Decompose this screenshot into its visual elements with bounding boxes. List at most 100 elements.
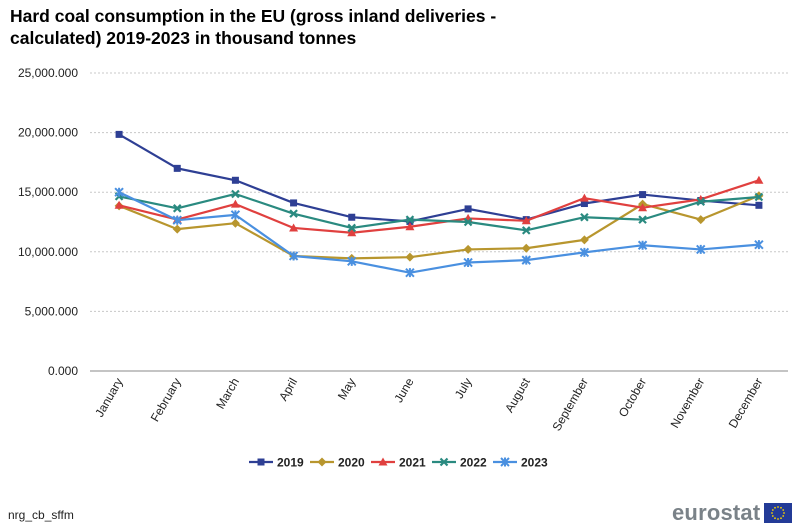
source-code: nrg_cb_sffm	[8, 508, 74, 522]
legend-label: 2021	[399, 456, 426, 470]
x-tick-label: April	[276, 376, 300, 404]
data-point-2021	[638, 203, 648, 212]
data-point-2021	[521, 216, 531, 225]
data-point-2022	[347, 223, 357, 233]
flag-star	[782, 515, 785, 517]
x-tick-label: November	[668, 376, 708, 431]
x-tick-label: May	[335, 376, 358, 403]
eurostat-logo: eurostat	[672, 500, 793, 526]
data-point-2019	[580, 200, 588, 208]
data-point-2020	[463, 244, 473, 254]
data-point-2023	[754, 239, 764, 250]
chart-title-line-1: Hard coal consumption in the EU (gross i…	[10, 6, 497, 26]
legend-label: 2022	[460, 456, 487, 470]
flag-star	[780, 506, 783, 509]
data-point-2023	[230, 210, 241, 220]
data-point-2021	[579, 193, 589, 202]
series-line-2023	[118, 191, 760, 274]
x-tick-label: January	[92, 376, 125, 420]
data-point-2022	[638, 215, 647, 224]
series-line-2019	[118, 133, 760, 223]
flag-star	[772, 515, 775, 517]
x-tick-label: July	[452, 376, 475, 401]
data-point-2021	[405, 222, 415, 231]
data-point-2022	[405, 215, 415, 224]
data-point-2023	[463, 257, 473, 268]
data-point-2020	[521, 243, 531, 253]
legend-marker-2022	[439, 457, 449, 467]
eu-flag-icon	[764, 503, 793, 523]
data-point-2020	[405, 252, 415, 262]
data-point-2022	[696, 197, 706, 207]
x-tick-label: August	[502, 375, 533, 415]
data-point-2023	[696, 244, 706, 255]
legend-label: 2019	[277, 456, 304, 470]
data-point-2020	[230, 218, 240, 228]
data-point-2020	[696, 215, 706, 225]
data-point-2019	[464, 205, 472, 213]
flag-star	[782, 509, 785, 511]
data-point-2019	[173, 164, 181, 172]
legend-marker-2019	[257, 458, 265, 466]
logo-text: eurostat	[672, 500, 761, 525]
y-tick-label: 25,000.000	[18, 66, 78, 80]
data-point-2022	[289, 209, 298, 218]
data-point-2019	[290, 199, 298, 207]
series-line-2021	[118, 179, 760, 234]
data-point-2019	[639, 191, 647, 199]
data-point-2020	[579, 235, 589, 245]
chart-title-line-2: calculated) 2019-2023 in thousand tonnes	[10, 28, 357, 48]
legend-marker-2020	[317, 457, 327, 467]
x-tick-label: March	[213, 376, 242, 412]
x-tick-label: June	[391, 375, 416, 405]
flag-star	[774, 506, 777, 509]
flag-star	[777, 518, 780, 520]
data-point-2020	[172, 224, 182, 234]
data-point-2019	[231, 176, 239, 184]
chart-title: Hard coal consumption in the EU (gross i…	[10, 5, 630, 49]
series-line-2022	[118, 192, 760, 232]
x-tick-label: September	[550, 376, 591, 434]
data-point-2022	[172, 204, 182, 213]
y-tick-label: 20,000.000	[18, 126, 78, 140]
flag-star	[774, 517, 777, 520]
legend-label: 2020	[338, 456, 365, 470]
x-tick-label: December	[726, 376, 766, 431]
data-point-2021	[114, 200, 124, 209]
data-point-2023	[521, 255, 531, 265]
data-point-2023	[114, 187, 124, 197]
y-tick-label: 15,000.000	[18, 185, 78, 199]
legend-marker-2021	[378, 457, 388, 466]
data-point-2023	[347, 256, 357, 267]
data-point-2022	[580, 212, 589, 222]
data-point-2022	[463, 217, 473, 227]
data-point-2023	[172, 215, 182, 225]
data-point-2021	[230, 199, 240, 208]
flag-star	[780, 517, 783, 520]
data-point-2022	[754, 192, 764, 202]
flag-star	[771, 512, 774, 514]
y-tick-label: 0.000	[48, 364, 78, 378]
data-point-2023	[579, 247, 590, 258]
data-point-2022	[231, 189, 240, 199]
x-tick-label: February	[148, 376, 184, 425]
data-point-2023	[637, 240, 648, 250]
data-point-2021	[347, 228, 357, 237]
data-point-2019	[115, 130, 123, 138]
data-point-2023	[405, 267, 415, 278]
y-tick-label: 5,000.000	[25, 304, 79, 318]
data-point-2023	[288, 251, 299, 261]
flag-star	[783, 512, 786, 514]
flag-star	[772, 509, 775, 511]
data-point-2021	[754, 175, 764, 184]
data-point-2019	[406, 217, 414, 225]
data-point-2019	[755, 201, 763, 209]
data-point-2019	[348, 213, 356, 221]
data-point-2021	[289, 223, 299, 232]
y-tick-label: 10,000.000	[18, 245, 78, 259]
data-point-2022	[521, 226, 531, 235]
flag-star	[777, 506, 780, 508]
legend-label: 2023	[521, 456, 548, 470]
x-tick-label: October	[616, 375, 649, 419]
